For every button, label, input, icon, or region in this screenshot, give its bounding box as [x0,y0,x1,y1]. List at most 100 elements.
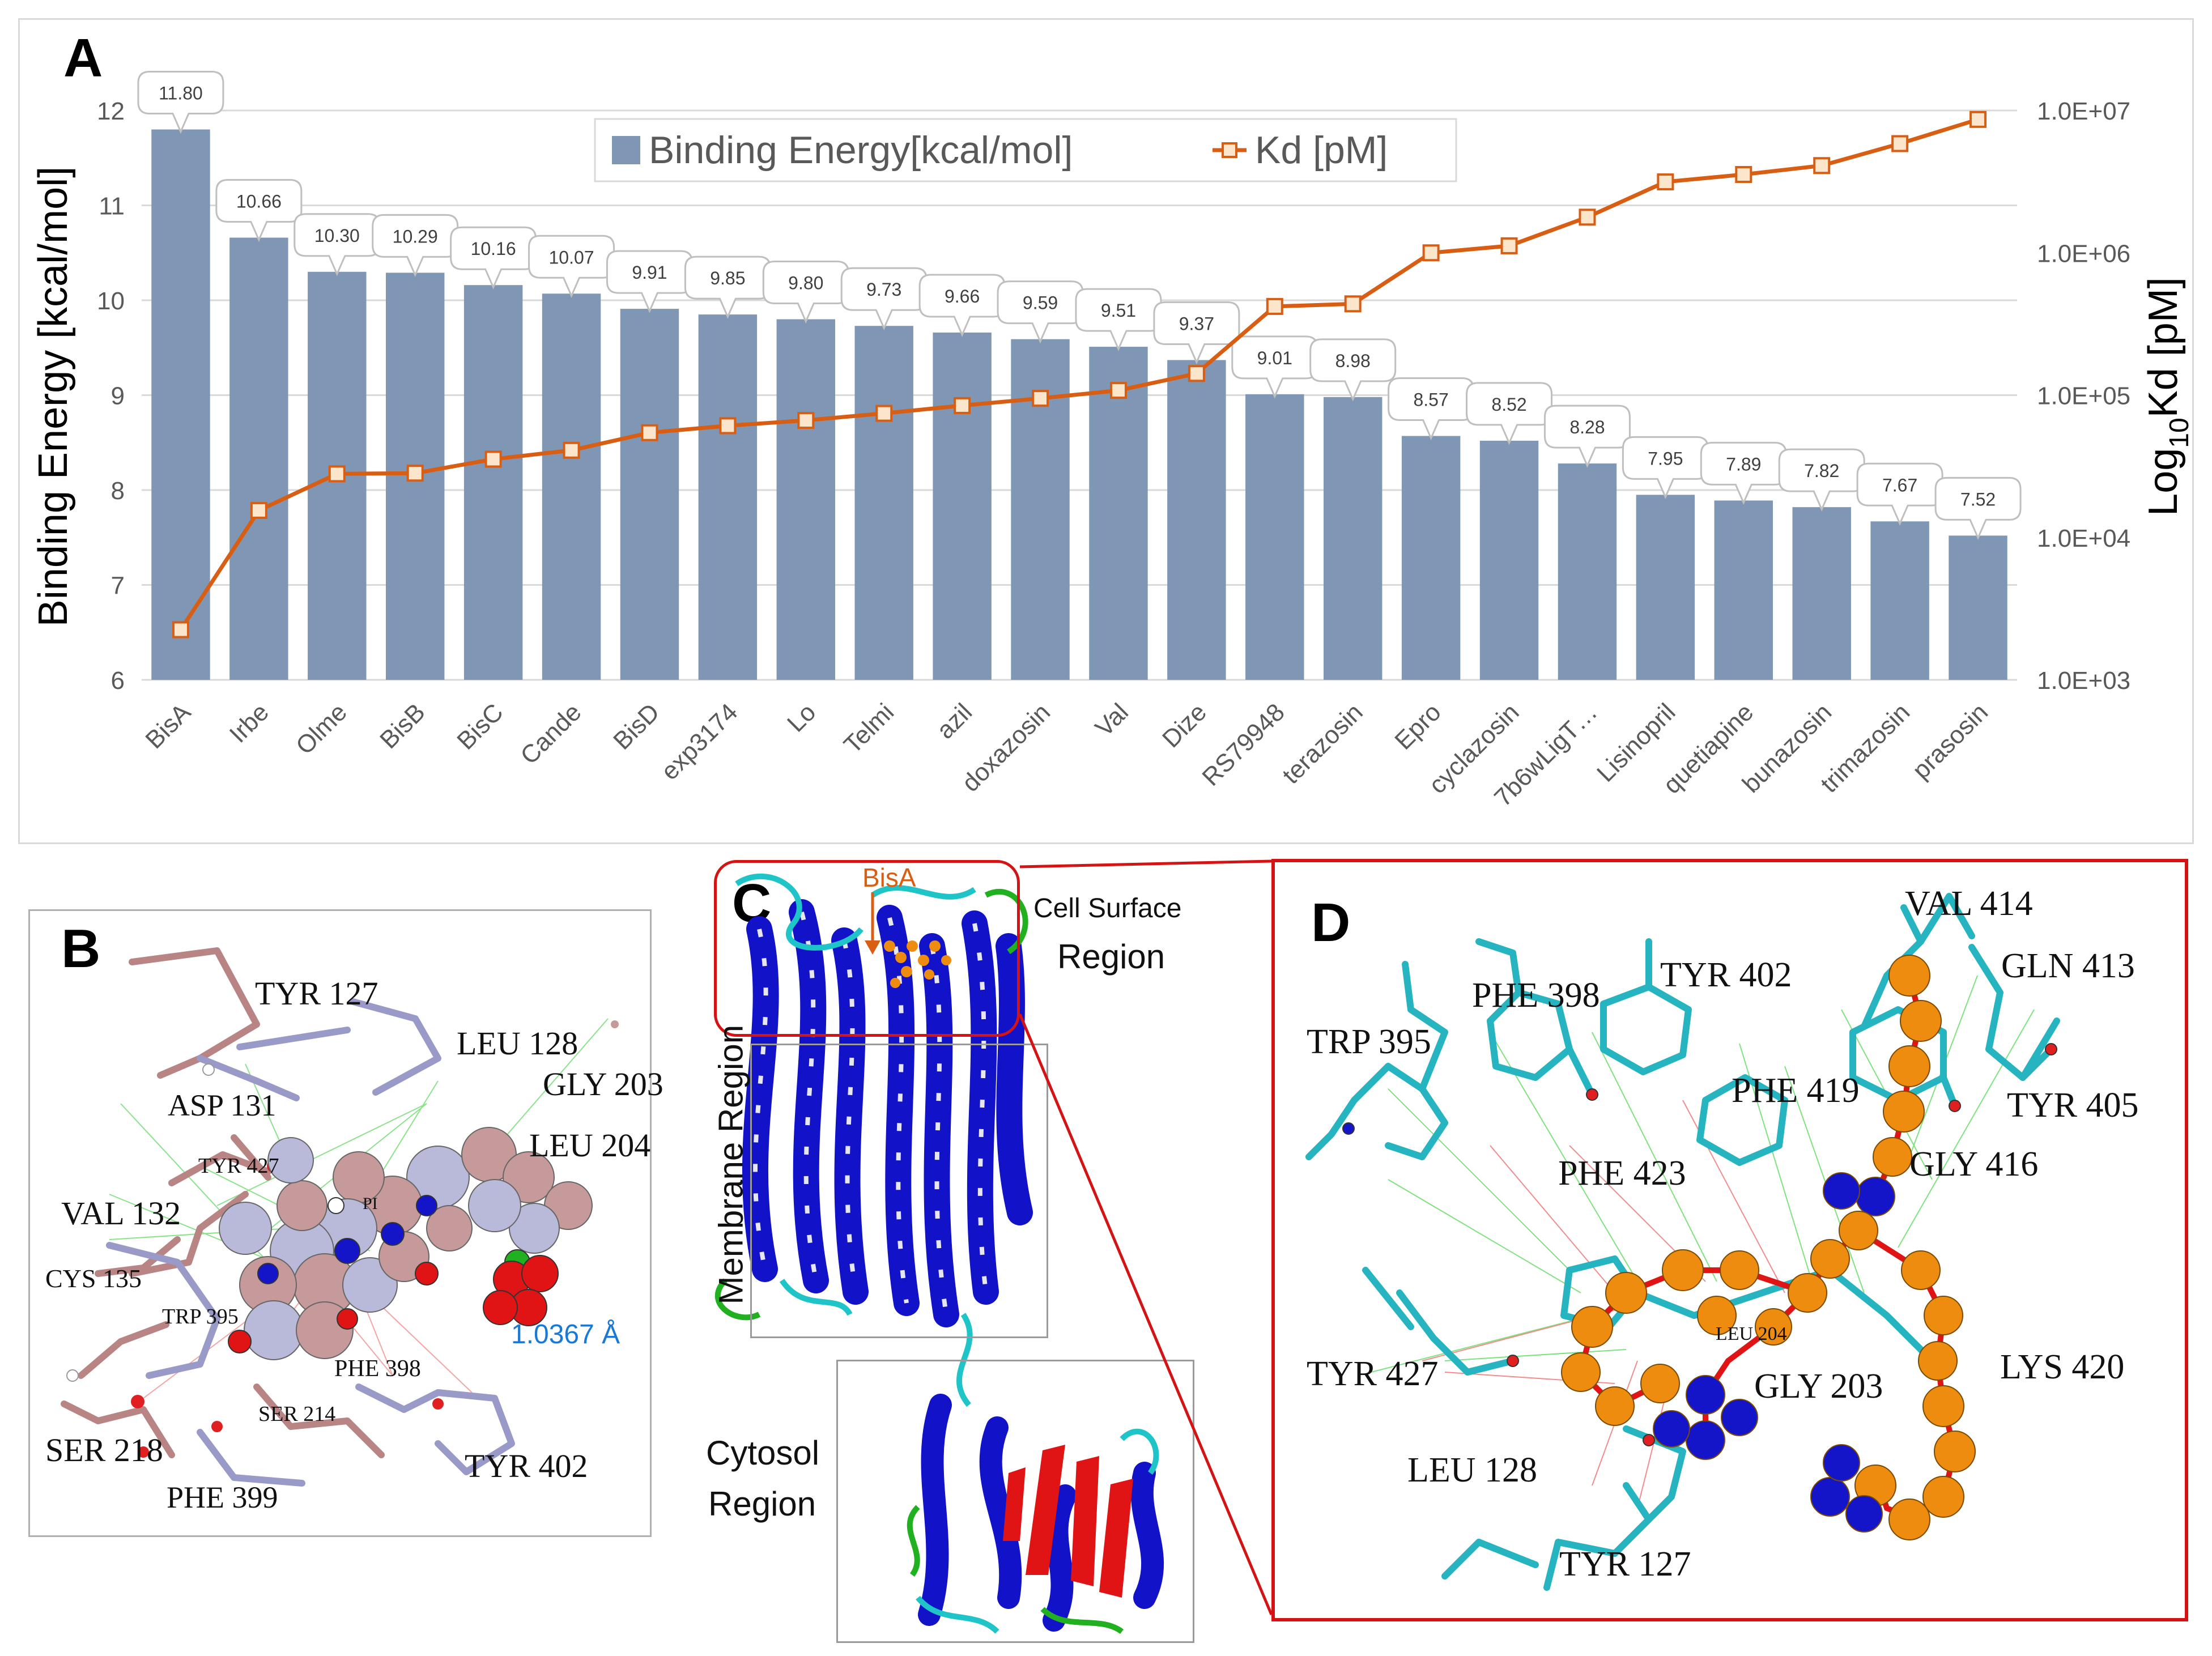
data-label: 7.89 [1726,454,1761,474]
data-callout [997,280,1084,344]
panel-c-cell-surface-line1: Cell Surface [1033,893,1182,923]
kd-marker-terazosin [1344,295,1362,313]
panel-d-label-leu204: LEU 204 [1716,1323,1787,1344]
data-callout [1700,441,1787,505]
panel-b-label-leu204: LEU 204 [529,1127,651,1164]
bar-Cande [542,293,601,680]
bar-azil [933,332,992,680]
data-label: 9.01 [1257,348,1292,368]
data-label: 10.29 [393,226,438,246]
panel-a-frame [18,18,2194,844]
panel-b-label-gly203: GLY 203 [543,1066,663,1102]
x-tick-label: terazosin [1277,698,1368,789]
data-label: 8.98 [1335,351,1371,371]
data-callout [1309,338,1397,402]
data-label: 8.28 [1569,417,1605,437]
x-tick-label: Epro [1389,698,1446,755]
data-callout [1934,476,2022,540]
kd-marker-quetiapine [1735,166,1752,184]
data-label: 8.52 [1491,394,1526,415]
data-callout [1075,288,1162,351]
bar-BisA [151,129,210,680]
panel-d-letter: D [1311,892,1351,953]
panel-b-ligand-spheres [219,1127,593,1360]
panel-b-label-tyr402: TYR 402 [465,1448,588,1484]
kd-marker-BisC [484,450,502,468]
panel-c-cytosol-line2: Region [708,1485,816,1523]
panel-b-label-tyr127: TYR 127 [255,975,378,1012]
data-label: 10.30 [314,225,360,246]
x-tick-label: BisA [140,698,196,754]
panel-b-letter: B [61,918,101,979]
legend-bar-label: Binding Energy[kcal/mol] [649,129,1073,172]
x-tick-label: Irbe [224,698,274,748]
x-tick-label: Dize [1157,698,1212,753]
y2-tick-label: 1.0E+05 [2037,382,2130,410]
panel-d-label-tyr405: TYR 405 [2007,1086,2139,1125]
chart-callouts: 11.80 10.66 10.30 10.29 10.16 10.07 9.91 9.85 9.… [137,71,2022,540]
bar-cyclazosin [1479,440,1539,680]
bar-Val [1089,347,1148,680]
kd-marker-Dize [1188,365,1205,382]
panel-d-contacts [1371,975,2035,1509]
y2-axis-title: Log10Kd [pM] [2141,277,2194,516]
kd-marker-Irbe [250,501,267,519]
bar-Lo [776,319,836,680]
legend-box [594,118,1457,182]
panel-b-residue-sticks [61,947,515,1487]
data-label: 9.59 [1023,293,1058,313]
bar-Epro [1401,436,1461,680]
kd-marker-doxazosin [1032,390,1049,407]
data-callout [1778,448,1865,512]
panel-b-label-trp395: TRP 395 [162,1305,239,1329]
data-label: 7.52 [1960,489,1996,509]
data-label: 9.66 [945,286,980,306]
panel-b-gly-atom [611,1020,619,1028]
data-callout [1153,301,1240,365]
data-callout [762,261,849,324]
panel-c-cytosol-line1: Cytosol [706,1434,820,1472]
kd-marker-Epro [1422,244,1440,262]
data-label: 9.91 [632,262,667,283]
panel-b-ligand-hetero [228,1195,559,1353]
panel-d-label-phe423: PHE 423 [1558,1154,1686,1193]
x-tick-label: Olme [291,698,352,760]
panel-d-label-phe398: PHE 398 [1472,976,1600,1015]
data-callout [528,235,615,299]
panel-d-label-gly203: GLY 203 [1754,1367,1883,1406]
panel-b-label-leu128: LEU 128 [457,1025,578,1062]
panel-a-letter: A [63,28,103,88]
panel-b-h-atom [202,1063,215,1076]
kd-marker-7b6wLigT… [1579,208,1596,226]
x-tick-label: BisD [608,698,665,755]
y-tick-label: 9 [111,382,125,410]
x-tick-label: Telmi [839,698,899,759]
data-callout [215,178,303,242]
bar-terazosin [1323,397,1382,680]
chart-bars [151,129,2007,680]
data-callout [137,71,224,134]
data-callout [840,267,928,330]
panel-c-ligand-label: BisA [862,863,916,892]
panel-d-label-gly416: GLY 416 [1909,1145,2039,1184]
bar-Telmi [854,326,913,680]
panel-d-label-phe419: PHE 419 [1732,1071,1860,1110]
data-label: 7.67 [1882,475,1917,495]
data-callout [1856,462,1943,526]
data-label: 9.37 [1179,314,1214,334]
x-tick-label: RS79948 [1197,698,1290,791]
y-tick-label: 7 [111,572,125,600]
legend-marker-swatch [1222,142,1237,158]
bar-exp3174 [698,314,758,680]
x-tick-label: Val [1090,698,1134,742]
kd-marker-Telmi [875,405,893,422]
panel-d-label-trp395: TRP 395 [1307,1023,1431,1061]
panel-d-label-tyr402: TYR 402 [1660,956,1792,994]
kd-marker-cyclazosin [1500,237,1518,254]
data-callout [918,274,1006,337]
panel-b-label-ser214: SER 214 [258,1402,336,1426]
bar-BisD [620,309,679,680]
kd-marker-Olme [328,465,346,483]
kd-marker-azil [954,397,971,414]
x-tick-label: Lo [782,698,821,737]
